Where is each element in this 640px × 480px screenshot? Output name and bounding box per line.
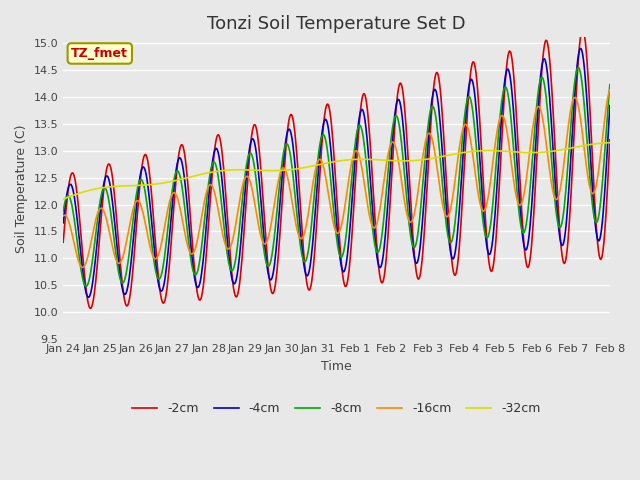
-2cm — [211, 148, 218, 154]
-16cm — [126, 220, 134, 226]
-2cm — [182, 158, 189, 164]
-8cm — [606, 82, 614, 87]
-4cm — [84, 294, 92, 300]
Legend: -2cm, -4cm, -8cm, -16cm, -32cm: -2cm, -4cm, -8cm, -16cm, -32cm — [127, 397, 546, 420]
Y-axis label: Soil Temperature (C): Soil Temperature (C) — [15, 124, 28, 252]
-8cm — [69, 209, 77, 215]
-2cm — [579, 26, 586, 32]
-4cm — [404, 181, 412, 187]
-16cm — [69, 236, 77, 241]
-16cm — [211, 190, 218, 195]
-4cm — [69, 187, 77, 193]
-16cm — [60, 213, 67, 219]
-32cm — [69, 192, 77, 198]
-16cm — [420, 148, 428, 154]
-16cm — [182, 234, 189, 240]
-16cm — [78, 264, 86, 270]
-4cm — [211, 148, 218, 154]
Line: -8cm: -8cm — [63, 68, 610, 287]
-32cm — [60, 196, 67, 202]
Line: -32cm: -32cm — [63, 143, 610, 199]
-8cm — [126, 243, 134, 249]
Line: -2cm: -2cm — [63, 29, 610, 309]
Line: -4cm: -4cm — [63, 48, 610, 297]
-32cm — [125, 183, 133, 189]
-32cm — [606, 140, 614, 145]
-8cm — [404, 207, 412, 213]
-2cm — [420, 240, 428, 245]
-8cm — [182, 212, 189, 218]
-8cm — [574, 65, 582, 71]
-16cm — [606, 87, 614, 93]
-16cm — [404, 214, 412, 220]
-2cm — [404, 147, 412, 153]
-4cm — [577, 46, 585, 51]
-8cm — [420, 171, 428, 177]
Title: Tonzi Soil Temperature Set D: Tonzi Soil Temperature Set D — [207, 15, 466, 33]
-4cm — [126, 268, 134, 274]
-2cm — [69, 170, 77, 176]
Text: TZ_fmet: TZ_fmet — [72, 47, 128, 60]
-2cm — [86, 306, 94, 312]
-4cm — [60, 220, 67, 226]
-8cm — [211, 159, 218, 165]
-32cm — [210, 169, 218, 175]
-8cm — [60, 208, 67, 214]
-4cm — [182, 186, 189, 192]
-2cm — [60, 240, 67, 245]
-2cm — [126, 292, 134, 298]
-32cm — [403, 158, 411, 164]
-2cm — [606, 137, 614, 143]
-8cm — [82, 284, 90, 289]
-4cm — [420, 204, 428, 209]
-32cm — [181, 176, 189, 181]
-32cm — [419, 157, 427, 163]
X-axis label: Time: Time — [321, 360, 352, 373]
-4cm — [606, 103, 614, 108]
Line: -16cm: -16cm — [63, 90, 610, 267]
